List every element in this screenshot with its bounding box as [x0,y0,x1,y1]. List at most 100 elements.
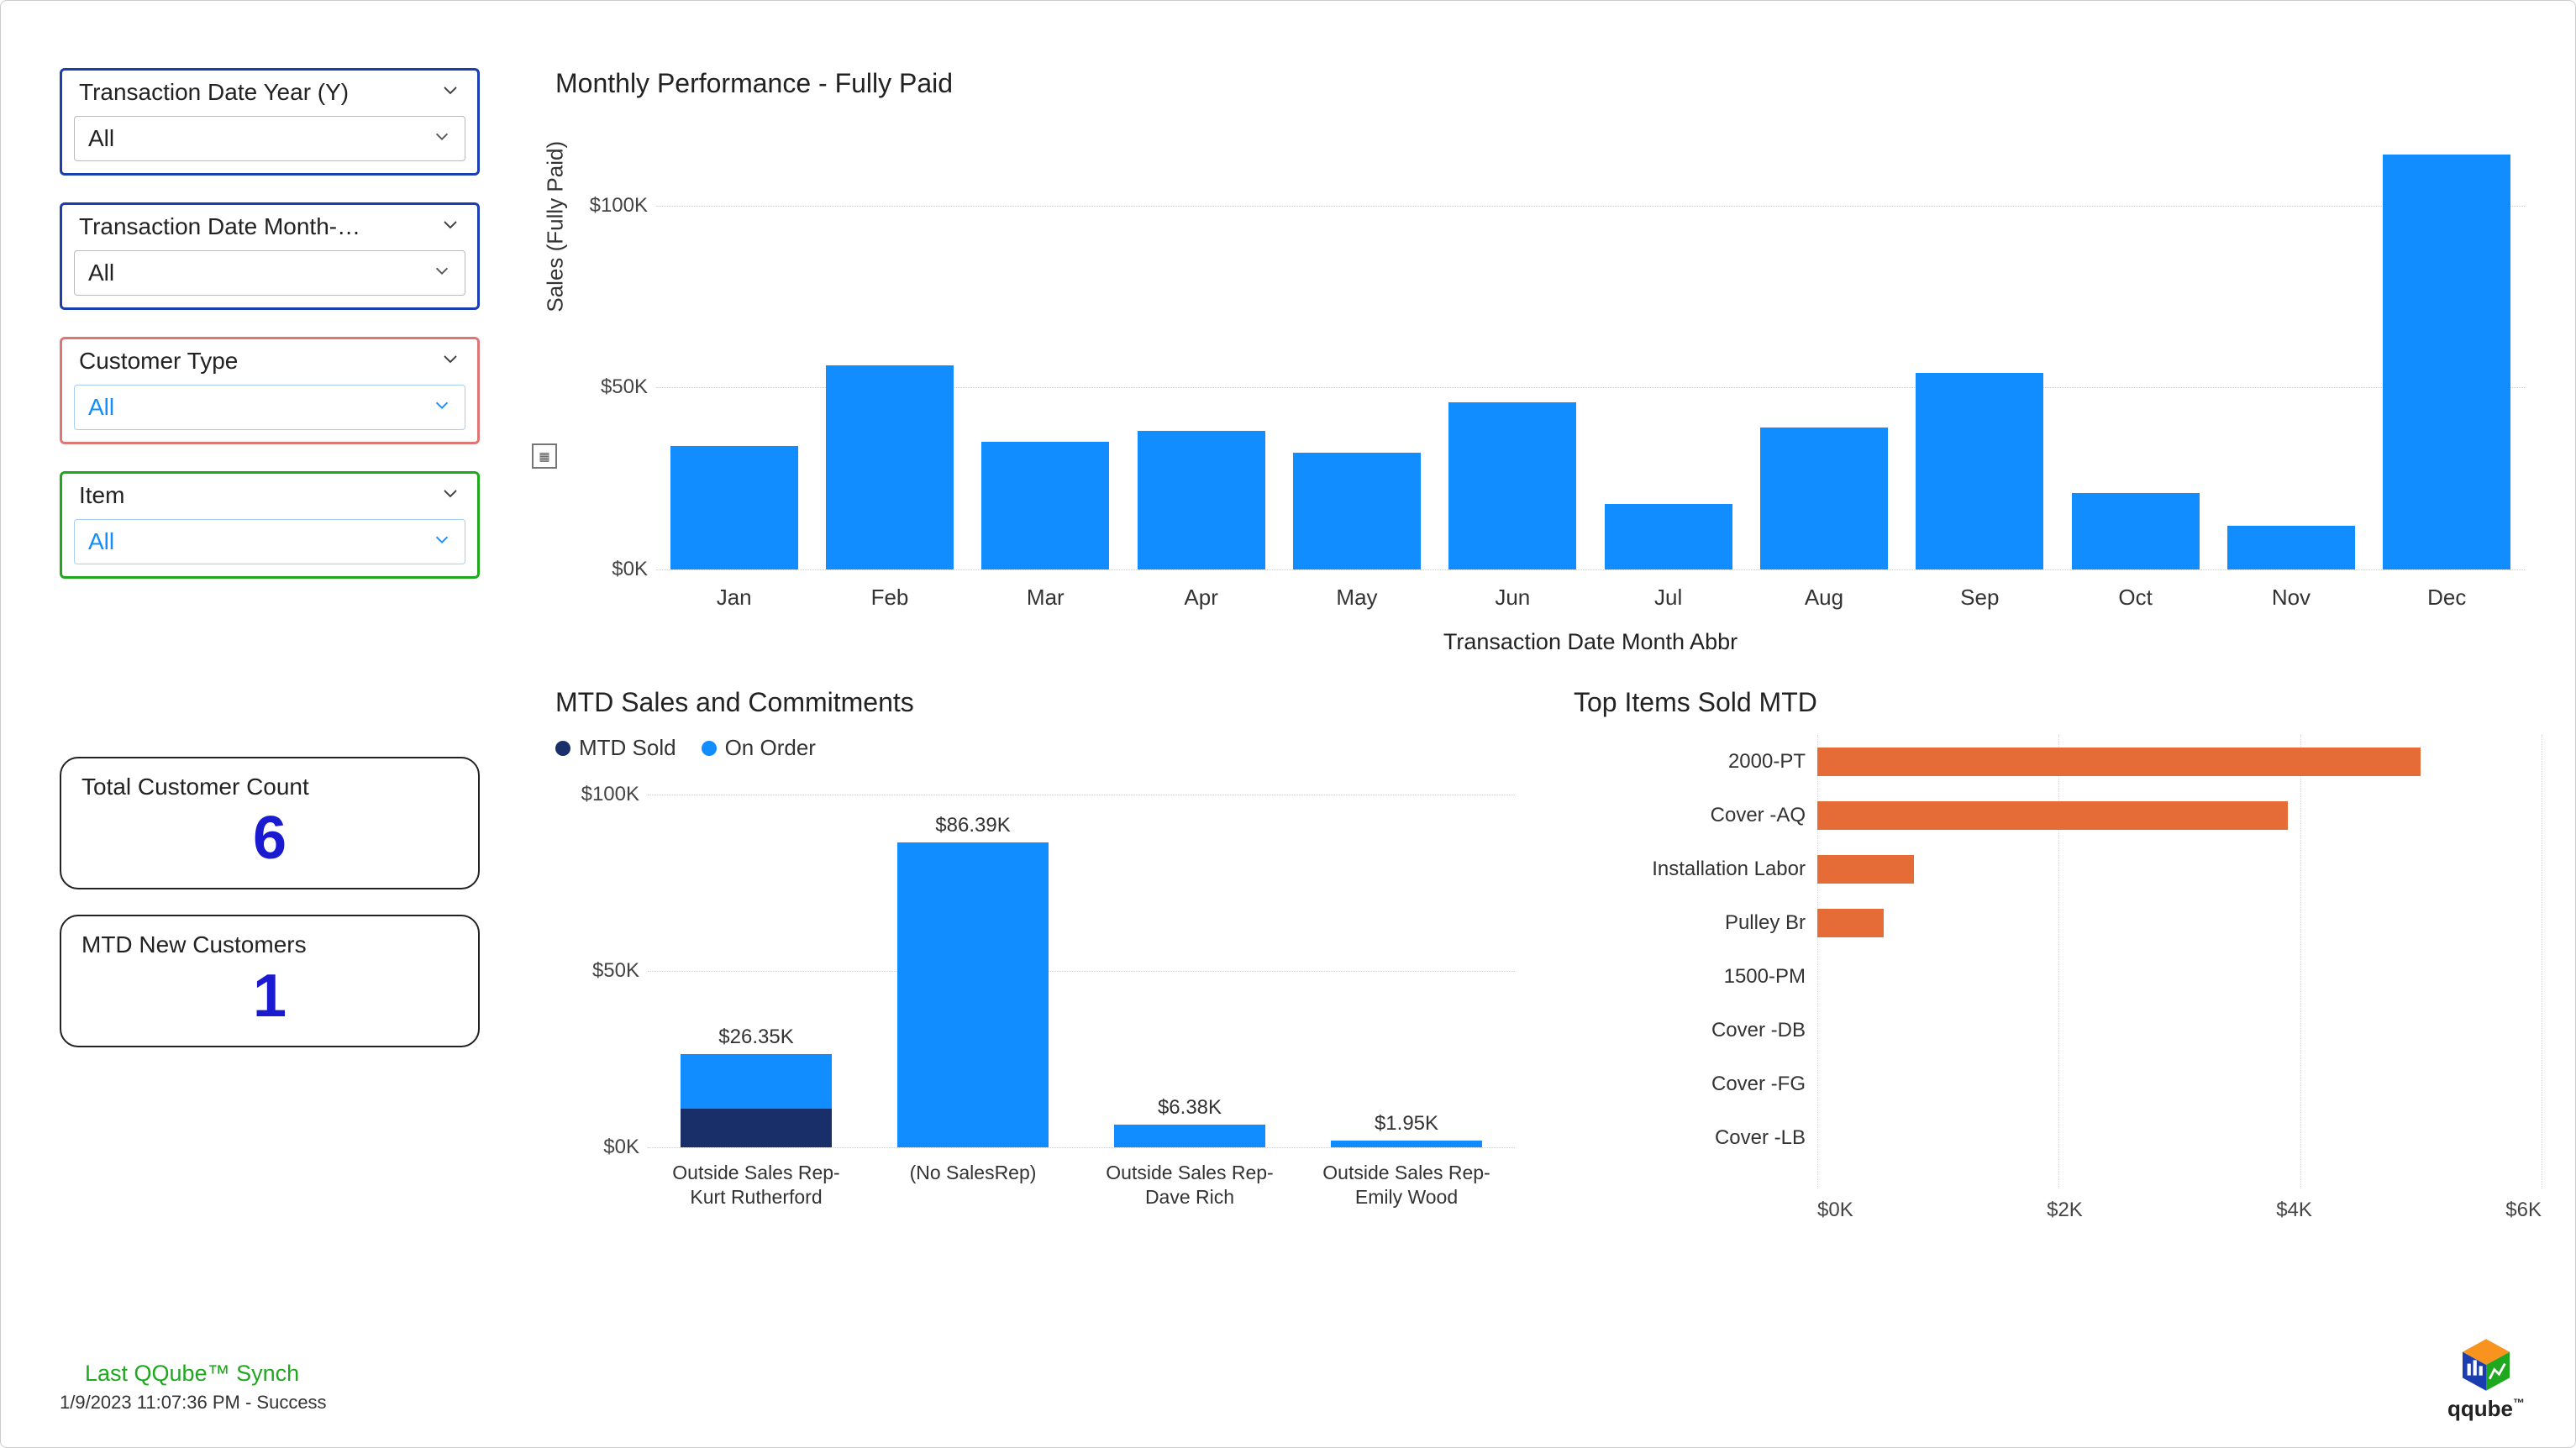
chevron-down-icon[interactable] [440,484,460,508]
hbar-label: Installation Labor [1574,858,1817,881]
chart-bar[interactable] [1605,504,1732,569]
x-tick: Outside Sales Rep- Emily Wood [1298,1156,1515,1248]
chart-bar[interactable] [1448,402,1576,569]
hbar-row: 2000-PT [1574,735,2542,789]
table-icon[interactable]: ▦ [532,443,557,469]
hbar-row: Cover -DB [1574,1004,2542,1057]
filter-select[interactable]: All [74,385,465,430]
y-tick: $50K [564,959,639,983]
chart-bar[interactable] [1293,453,1421,569]
filter-select[interactable]: All [74,519,465,564]
bar-segment-on-order[interactable] [1331,1141,1483,1147]
hbar-label: Cover -FG [1574,1073,1817,1096]
bar-segment-on-order[interactable] [1114,1125,1266,1147]
filter-value: All [88,125,114,152]
main-area: Monthly Performance - Fully Paid Sales (… [539,1,2575,1447]
hbar-fill[interactable] [1817,801,2288,830]
sync-text: 1/9/2023 11:07:36 PM - Success [60,1392,480,1414]
sync-status: Last QQube™ Synch 1/9/2023 11:07:36 PM -… [60,1335,480,1414]
filter-value: All [88,260,114,286]
filter-label: Customer Type [79,348,238,375]
y-axis-label: Sales (Fully Paid) [543,141,569,312]
y-tick: $50K [589,375,648,399]
chart-bar[interactable] [2383,155,2510,569]
bar-segment-mtd-sold[interactable] [681,1109,833,1147]
filter-1: Transaction Date Month-… All [60,202,480,310]
chart-bar[interactable] [1760,428,1888,569]
x-tick: Outside Sales Rep- Kurt Rutherford [648,1156,865,1248]
legend-label: On Order [725,735,816,761]
chevron-down-icon [433,528,451,555]
chart-bar[interactable] [1916,373,2043,569]
hbar-row: Cover -LB [1574,1111,2542,1165]
filter-select[interactable]: All [74,116,465,161]
sync-title: Last QQube™ Synch [60,1361,480,1387]
hbar-fill[interactable] [1817,855,1914,884]
chart-bar[interactable] [826,365,954,569]
hbar-fill[interactable] [1817,748,2421,776]
kpi-label: Total Customer Count [81,774,458,800]
hbar-label: Cover -AQ [1574,804,1817,827]
kpi-label: MTD New Customers [81,931,458,958]
hbar-label: Pulley Br [1574,911,1817,935]
chart-bar[interactable] [2227,526,2355,569]
legend-dot [702,741,717,756]
chart-bar[interactable] [670,446,798,569]
legend-item: On Order [702,735,816,761]
hbar-row: Installation Labor [1574,842,2542,896]
hbar-label: 2000-PT [1574,750,1817,774]
kpi-value: 1 [81,962,458,1031]
bar-segment-on-order[interactable] [681,1054,833,1108]
hbar-row: 1500-PM [1574,950,2542,1004]
x-axis-label: Transaction Date Month Abbr [656,629,2525,655]
mtd-chart-title: MTD Sales and Commitments [555,687,1523,718]
gridline [648,1147,1515,1148]
filter-0: Transaction Date Year (Y) All [60,68,480,176]
bar-value-label: $26.35K [718,1026,793,1049]
hbar-row: Pulley Br [1574,896,2542,950]
hbar-label: Cover -DB [1574,1019,1817,1042]
chart-bar[interactable] [2072,493,2200,569]
bar-value-label: $1.95K [1375,1112,1438,1136]
y-tick: $100K [564,783,639,806]
chart-bar[interactable] [981,442,1109,569]
monthly-performance-chart[interactable]: Sales (Fully Paid) $0K$50K$100K ▦ JanFeb… [555,116,2542,653]
monthly-chart-title: Monthly Performance - Fully Paid [555,68,2542,99]
filter-select[interactable]: All [74,250,465,296]
legend-item: MTD Sold [555,735,676,761]
bar-value-label: $86.39K [935,814,1010,837]
x-tick: Outside Sales Rep- Dave Rich [1081,1156,1298,1248]
filter-value: All [88,394,114,421]
mtd-sales-chart[interactable]: MTD Sales and Commitments MTD Sold On Ord… [555,687,1523,1414]
filter-label: Transaction Date Month-… [79,213,360,240]
x-tick: $6K [2505,1199,2542,1222]
kpi-total-customer-count: Total Customer Count 6 [60,757,480,889]
chevron-down-icon [433,125,451,152]
chart-legend: MTD Sold On Order [555,735,1523,761]
sidebar: Transaction Date Year (Y)AllTransaction … [1,1,539,1447]
hbar-label: 1500-PM [1574,965,1817,989]
chevron-down-icon[interactable] [440,349,460,374]
x-tick: (No SalesRep) [865,1156,1081,1248]
filter-label: Transaction Date Year (Y) [79,79,349,106]
bar-value-label: $6.38K [1158,1096,1222,1120]
filter-3: Item All [60,471,480,579]
y-tick: $0K [589,558,648,581]
bar-segment-on-order[interactable] [897,842,1049,1147]
chevron-down-icon[interactable] [440,81,460,105]
hbar-fill[interactable] [1817,909,1884,937]
hbar-row: Cover -AQ [1574,789,2542,842]
y-tick: $100K [589,194,648,218]
chart-bar[interactable] [1138,431,1265,569]
chevron-down-icon [433,394,451,421]
filter-label: Item [79,482,124,509]
kpi-mtd-new-customers: MTD New Customers 1 [60,915,480,1047]
kpi-value: 6 [81,804,458,873]
x-tick: $2K [2047,1199,2083,1222]
filter-value: All [88,528,114,555]
legend-label: MTD Sold [579,735,676,761]
top-items-chart[interactable]: Top Items Sold MTD 2000-PTCover -AQInsta… [1574,687,2542,1414]
hbar-label: Cover -LB [1574,1126,1817,1150]
legend-dot [555,741,570,756]
chevron-down-icon[interactable] [440,215,460,239]
